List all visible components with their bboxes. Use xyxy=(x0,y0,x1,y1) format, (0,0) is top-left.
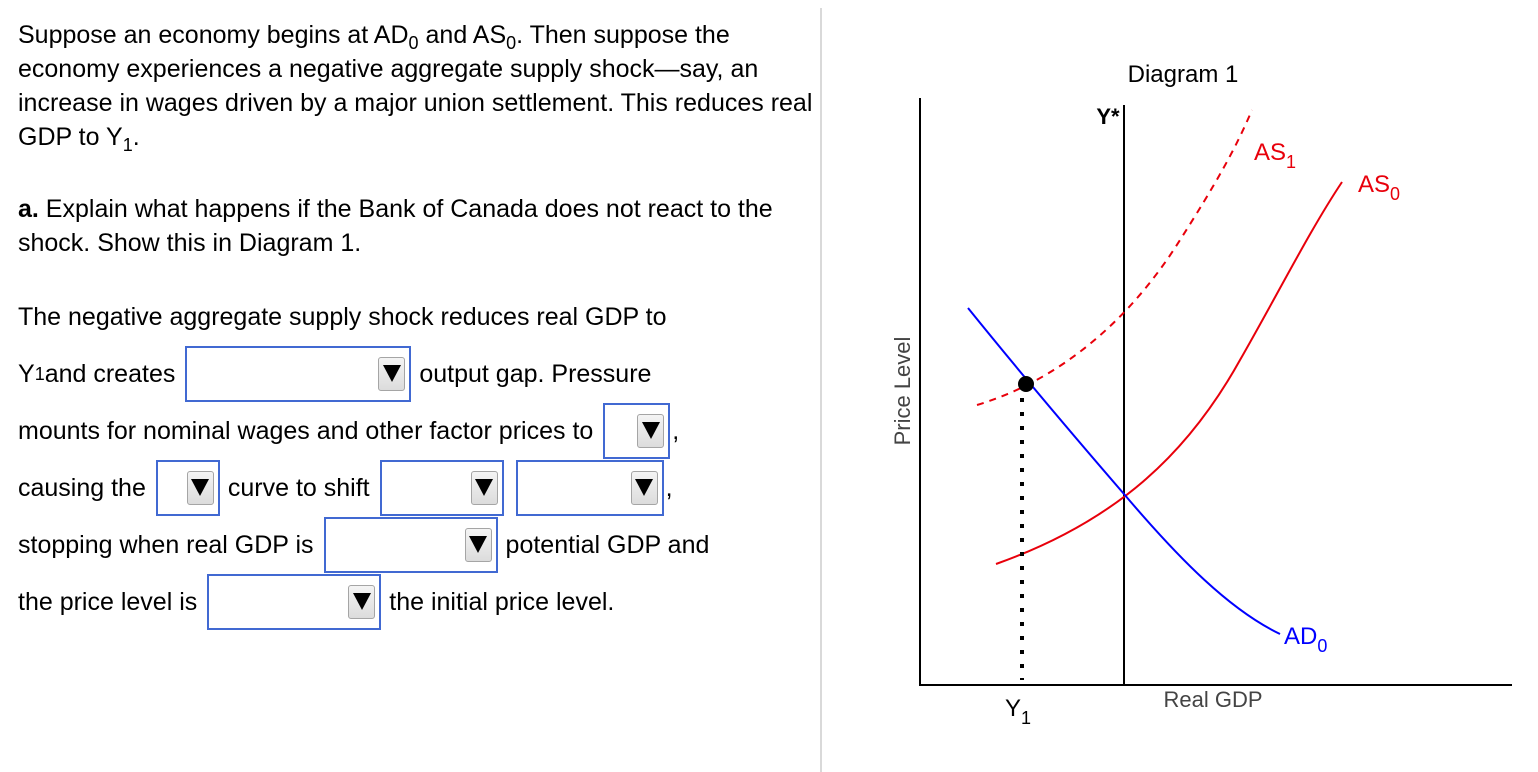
chevron-down-icon[interactable] xyxy=(186,470,214,505)
as0-label: AS0 xyxy=(1358,171,1400,204)
as0-curve[interactable] xyxy=(995,181,1343,565)
ad0-label: AD0 xyxy=(1284,623,1327,656)
answer-line-4: causing the curve to shift , xyxy=(18,459,818,516)
answer-line-3: mounts for nominal wages and other facto… xyxy=(18,402,818,459)
ad0-curve[interactable] xyxy=(967,307,1281,635)
shift-amount-dropdown[interactable] xyxy=(515,459,664,516)
gdp-relation-dropdown[interactable] xyxy=(323,516,498,573)
chevron-down-icon[interactable] xyxy=(470,470,498,505)
chevron-down-icon[interactable] xyxy=(637,413,665,448)
curve-dropdown[interactable] xyxy=(155,459,220,516)
as1-curve[interactable] xyxy=(976,109,1253,406)
question-label: a. xyxy=(18,195,39,223)
question-text: Explain what happens if the Bank of Cana… xyxy=(18,195,773,257)
ystar-label: Y* xyxy=(1096,104,1120,129)
chevron-down-icon[interactable] xyxy=(348,584,376,619)
chevron-down-icon[interactable] xyxy=(630,470,658,505)
as1-label: AS1 xyxy=(1254,139,1296,172)
diagram-title: Diagram 1 xyxy=(1128,61,1239,88)
answer-block: The negative aggregate supply shock redu… xyxy=(18,288,818,630)
x-axis-label: Real GDP xyxy=(1163,687,1262,712)
answer-line-6: the price level is the initial price lev… xyxy=(18,573,818,630)
factor-prices-dropdown[interactable] xyxy=(603,402,671,459)
output-gap-dropdown[interactable] xyxy=(185,345,412,402)
question-panel: Suppose an economy begins at AD0 and AS0… xyxy=(18,18,818,630)
intro-paragraph: Suppose an economy begins at AD0 and AS0… xyxy=(18,21,813,155)
answer-line-5: stopping when real GDP is potential GDP … xyxy=(18,516,818,573)
answer-line-1: The negative aggregate supply shock redu… xyxy=(18,302,667,331)
shift-direction-dropdown[interactable] xyxy=(379,459,504,516)
question-a: a. Explain what happens if the Bank of C… xyxy=(18,192,818,260)
y1-label: Y1 xyxy=(1005,695,1031,728)
y-axis-label: Price Level xyxy=(890,337,915,446)
short-run-equilibrium-point[interactable] xyxy=(1018,376,1034,392)
chevron-down-icon[interactable] xyxy=(464,527,492,562)
chevron-down-icon[interactable] xyxy=(378,356,406,391)
panel-divider xyxy=(820,8,822,772)
price-relation-dropdown[interactable] xyxy=(207,573,382,630)
